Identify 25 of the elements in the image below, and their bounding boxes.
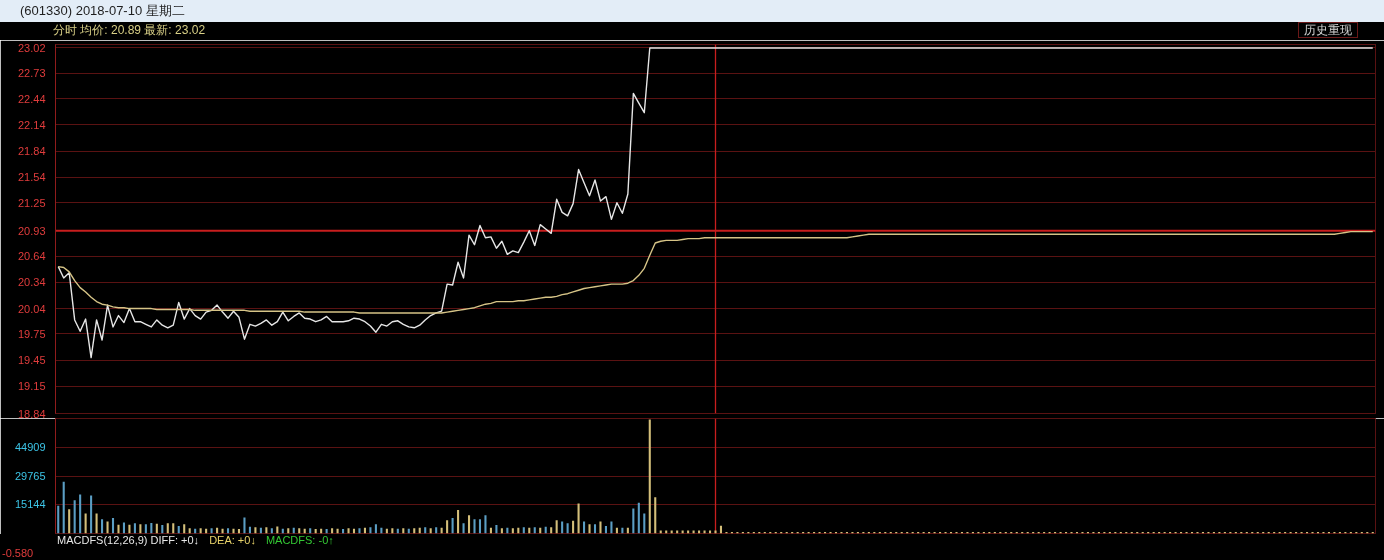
text: -0.580 [1,547,35,560]
y-tick-label: 22.14 [17,118,46,131]
chart-subtitle: 分时 均价: 20.89 最新: 23.02 [53,22,206,40]
y-tick-label: 22.44 [17,92,46,105]
y-tick-label: 23.02 [17,42,46,54]
y-tick-label: 15144 [14,498,46,511]
y-tick-label: 21.54 [17,171,46,184]
y-tick-label: 21.84 [17,145,46,158]
text: 历史重现 [1298,22,1358,39]
text: MACDFS(12,26,9) DIFF: +0↓ [57,534,200,546]
y-tick-label: 22.73 [17,67,46,80]
text: MACDFS: -0↑ [265,534,334,546]
y-tick-label: 29765 [14,470,46,483]
y-tick-label: 19.15 [17,380,46,393]
y-tick-label: 20.04 [17,302,46,315]
y-tick-label: 18.84 [17,407,46,420]
y-tick-label: 20.93 [17,224,46,237]
y-tick-label: 20.64 [17,250,46,263]
y-tick-label: 44909 [14,441,46,454]
y-tick-label: 21.25 [17,196,46,209]
text: DEA: +0↓ [209,534,256,546]
y-tick-label: 19.75 [17,327,46,340]
y-tick-label: 19.45 [17,354,46,367]
y-tick-label: 20.34 [17,276,46,289]
chart-title: (601330) 2018-07-10 星期二 [20,2,185,20]
